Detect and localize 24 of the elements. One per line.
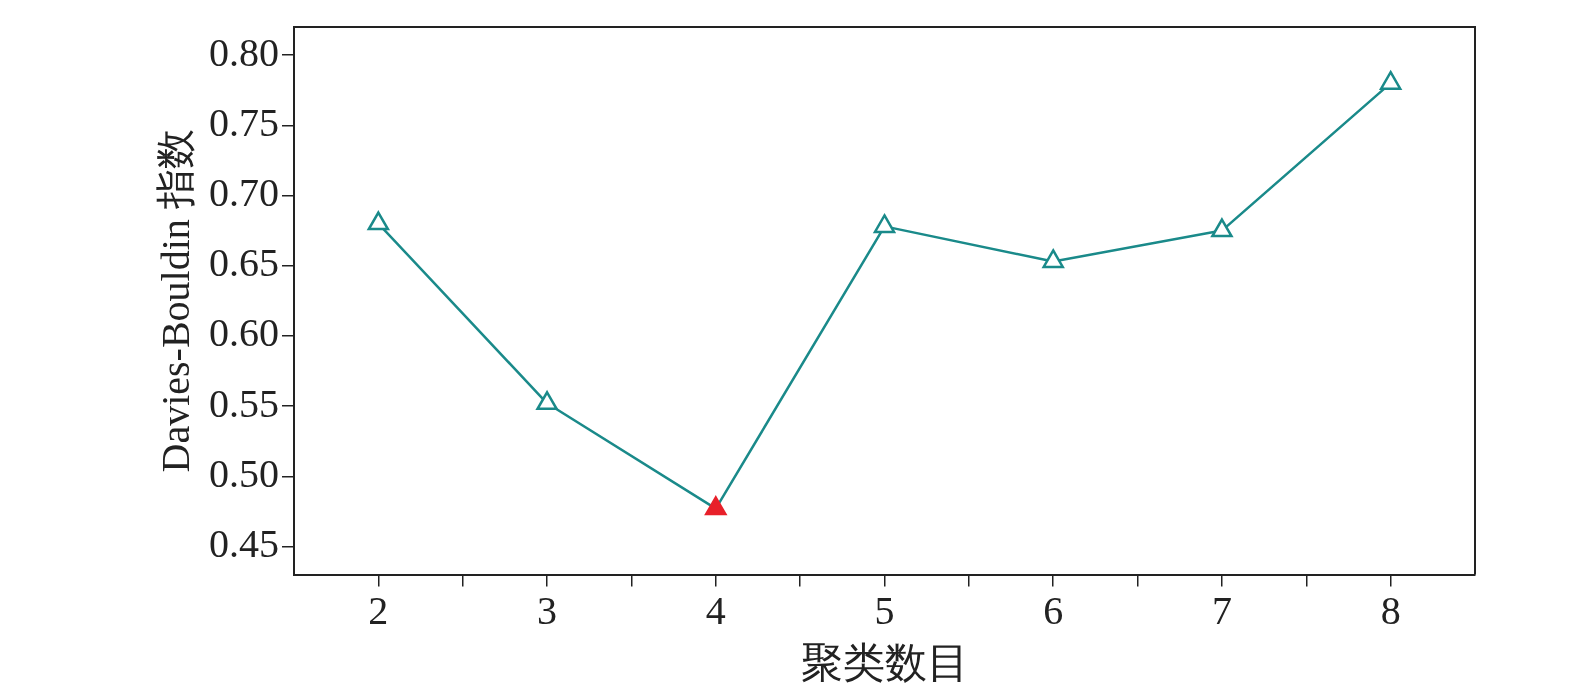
x-tick-label: 3 xyxy=(537,588,558,634)
y-tick-label: 0.80 xyxy=(209,29,279,75)
x-tick-label: 7 xyxy=(1211,588,1232,634)
y-tick-label: 0.70 xyxy=(209,169,279,215)
y-tick-label: 0.45 xyxy=(209,521,279,567)
y-tick-label: 0.75 xyxy=(209,99,279,145)
point xyxy=(367,211,390,231)
y-tick-label: 0.50 xyxy=(209,450,279,496)
x-axis-title: 聚类数目 xyxy=(800,639,969,686)
point xyxy=(705,496,727,516)
point xyxy=(1042,249,1064,269)
x-tick-label: 6 xyxy=(1043,588,1064,634)
x-tick-label: 8 xyxy=(1380,588,1401,634)
x-tick-label: 2 xyxy=(368,588,389,634)
point xyxy=(1211,218,1233,238)
y-axis-title: Davies-Bouldin 指数 xyxy=(152,129,198,473)
point xyxy=(873,214,896,234)
y-tick-label: 0.65 xyxy=(209,240,279,286)
point xyxy=(1379,70,1402,90)
x-tick-label: 4 xyxy=(705,588,726,634)
point xyxy=(536,391,558,411)
x-tick-label: 5 xyxy=(874,588,895,634)
y-tick-label: 0.60 xyxy=(209,310,279,356)
y-tick-label: 0.55 xyxy=(209,380,279,426)
